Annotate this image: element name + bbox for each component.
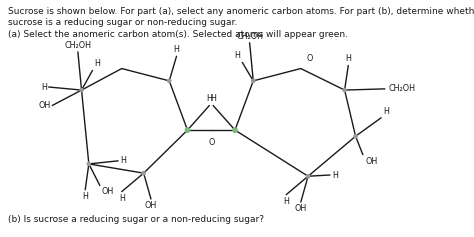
Text: H: H xyxy=(94,59,100,68)
Circle shape xyxy=(343,88,346,92)
Text: H: H xyxy=(207,95,212,104)
Text: H: H xyxy=(346,55,351,64)
Circle shape xyxy=(307,175,310,178)
Text: CH₂OH: CH₂OH xyxy=(64,41,91,50)
Text: (b) Is sucrose a reducing sugar or a non-reducing sugar?: (b) Is sucrose a reducing sugar or a non… xyxy=(8,215,264,224)
Text: H: H xyxy=(119,194,125,203)
Text: Sucrose is shown below. For part (a), select any anomeric carbon atoms. For part: Sucrose is shown below. For part (a), se… xyxy=(8,7,474,16)
Text: O: O xyxy=(307,54,313,63)
Text: CH₂OH: CH₂OH xyxy=(236,32,263,41)
Circle shape xyxy=(185,128,190,132)
Text: H: H xyxy=(383,107,389,116)
Text: H: H xyxy=(41,82,46,91)
Circle shape xyxy=(142,172,145,175)
Text: OH: OH xyxy=(366,157,378,166)
Text: H: H xyxy=(82,192,88,201)
Text: OH: OH xyxy=(38,101,50,110)
Text: H: H xyxy=(283,197,289,206)
Circle shape xyxy=(87,162,91,165)
Circle shape xyxy=(252,79,255,82)
Text: (a) Select the anomeric carbon atom(s). Selected atoms will appear green.: (a) Select the anomeric carbon atom(s). … xyxy=(8,30,348,39)
Text: H: H xyxy=(332,170,338,179)
Text: H: H xyxy=(173,45,180,54)
Text: OH: OH xyxy=(145,201,157,210)
Circle shape xyxy=(168,79,171,82)
Text: O: O xyxy=(208,138,214,147)
Circle shape xyxy=(233,128,237,132)
Text: OH: OH xyxy=(102,187,114,196)
Circle shape xyxy=(354,135,357,138)
Text: H: H xyxy=(235,51,240,60)
Text: OH: OH xyxy=(295,204,307,213)
Text: H: H xyxy=(210,95,216,104)
Circle shape xyxy=(80,88,83,92)
Text: sucrose is a reducing sugar or non-reducing sugar.: sucrose is a reducing sugar or non-reduc… xyxy=(8,18,237,27)
Text: H: H xyxy=(120,156,126,165)
Text: CH₂OH: CH₂OH xyxy=(389,84,416,93)
